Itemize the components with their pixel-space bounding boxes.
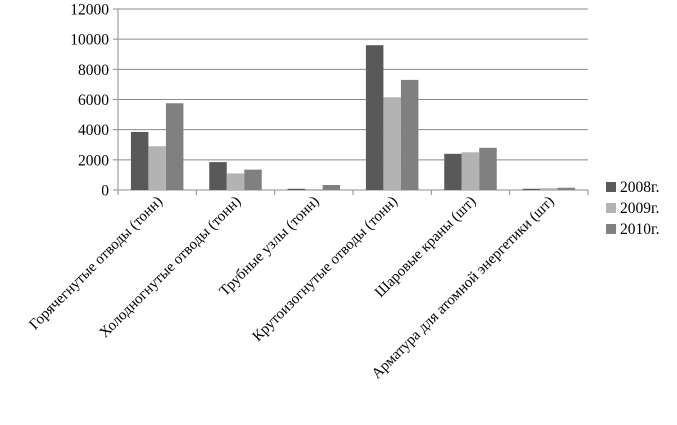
y-tick-label: 2000 [78, 152, 109, 169]
y-tick-label: 4000 [78, 122, 109, 139]
legend-label: 2008г. [620, 179, 659, 196]
x-tick-label: Крутоизогнутые отводы (тонн) [250, 194, 401, 345]
bar [148, 146, 166, 190]
x-tick-labels: Горячегнутые отводы (тонн)Холодногнутые … [26, 194, 557, 383]
x-tick-label: Арматура для атомной энергетики (шт) [369, 194, 558, 383]
bar [479, 147, 497, 190]
legend-label: 2010г. [620, 221, 659, 238]
bar [287, 188, 306, 190]
bar [226, 173, 245, 190]
bar [165, 103, 184, 190]
x-tick-label: Холодногнутые отводы (тонн) [97, 194, 245, 342]
y-tick-label: 8000 [78, 62, 109, 79]
gridlines [118, 8, 588, 161]
y-tick-label: 12000 [70, 2, 109, 19]
bar [365, 45, 384, 191]
y-tick-label: 6000 [78, 92, 109, 109]
bar [130, 131, 149, 190]
bar [400, 79, 419, 190]
legend-swatch [606, 182, 616, 192]
bar [322, 185, 341, 190]
bar [209, 162, 227, 190]
legend-swatch [606, 203, 616, 213]
bar [557, 187, 576, 190]
legend-swatch [606, 224, 616, 234]
bar [305, 189, 323, 190]
axes [113, 8, 589, 195]
bar [444, 153, 462, 190]
x-tick-label: Горячегнутые отводы (тонн) [26, 194, 166, 334]
bar [461, 152, 480, 190]
y-tick-label: 10000 [70, 32, 109, 49]
y-tick-label: 0 [101, 183, 109, 200]
legend-label: 2009г. [620, 200, 659, 217]
bar [522, 188, 541, 190]
bar [244, 169, 262, 190]
bar [383, 97, 401, 190]
bars [130, 45, 576, 191]
bar [540, 188, 558, 190]
y-tick-labels: 0 2000 4000 6000 8000 10000 12000 [70, 2, 109, 200]
legend: 2008г. 2009г. 2010г. [606, 179, 659, 238]
